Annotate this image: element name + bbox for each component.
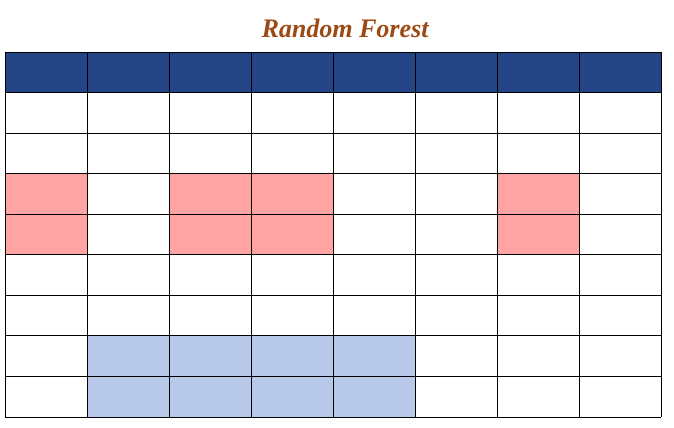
table-cell — [497, 92, 579, 134]
table-cell — [87, 295, 169, 336]
grid-line-horizontal — [5, 254, 661, 256]
table-cell — [497, 335, 579, 377]
grid-line-horizontal — [5, 173, 661, 175]
grid-line-vertical — [414, 52, 416, 417]
table-cell — [579, 173, 661, 215]
header-cell — [579, 52, 661, 93]
diagram-title: Random Forest — [261, 14, 429, 43]
table-cell — [415, 254, 497, 296]
table-cell — [333, 133, 415, 174]
grid-line-horizontal — [5, 335, 661, 337]
table-cell — [87, 214, 169, 255]
table-cell — [579, 133, 661, 174]
table-cell — [87, 254, 169, 296]
table-cell — [415, 295, 497, 336]
header-cell — [251, 52, 333, 93]
table-cell — [5, 335, 87, 377]
table-cell — [87, 92, 169, 134]
header-cell — [333, 52, 415, 93]
table-cell — [579, 92, 661, 134]
table-cell — [169, 254, 251, 296]
table-cell — [415, 92, 497, 134]
grid-line-horizontal — [5, 132, 661, 134]
grid-line-vertical — [86, 52, 88, 417]
grid-line-vertical — [4, 52, 6, 417]
grid-line-horizontal — [5, 416, 661, 418]
table-cell — [579, 295, 661, 336]
grid-line-horizontal — [5, 92, 661, 94]
table-cell — [251, 254, 333, 296]
table-cell — [251, 295, 333, 336]
data-table-grid — [4, 51, 662, 418]
grid-line-vertical — [168, 52, 170, 417]
table-cell — [333, 92, 415, 134]
header-cell — [87, 52, 169, 93]
grid-line-horizontal — [5, 213, 661, 215]
table-cell — [87, 133, 169, 174]
header-cell — [497, 52, 579, 93]
table-cell — [497, 295, 579, 336]
table-cell — [415, 214, 497, 255]
table-cell — [415, 173, 497, 215]
table-cell — [579, 254, 661, 296]
table-cell — [333, 295, 415, 336]
table-cell — [579, 214, 661, 255]
table-cell — [169, 295, 251, 336]
table-cell — [87, 173, 169, 215]
table-cell — [415, 335, 497, 377]
table-cell — [5, 254, 87, 296]
table-cell — [5, 376, 87, 417]
header-cell — [415, 52, 497, 93]
table-cell — [333, 173, 415, 215]
header-cell — [169, 52, 251, 93]
table-cell — [415, 133, 497, 174]
grid-line-vertical — [332, 52, 334, 417]
table-cell — [169, 133, 251, 174]
table-cell — [497, 133, 579, 174]
table-cell — [169, 92, 251, 134]
table-cell — [497, 376, 579, 417]
grid-line-vertical — [578, 52, 580, 417]
grid-line-vertical — [250, 52, 252, 417]
grid-line-horizontal — [5, 51, 661, 53]
table-cell — [333, 214, 415, 255]
grid-line-horizontal — [5, 294, 661, 296]
grid-line-horizontal — [5, 375, 661, 377]
table-cell — [415, 376, 497, 417]
header-cell — [5, 52, 87, 93]
grid-line-vertical — [496, 52, 498, 417]
table-cell — [251, 133, 333, 174]
table-cell — [579, 335, 661, 377]
table-cell — [5, 295, 87, 336]
table-cell — [579, 376, 661, 417]
table-cell — [251, 92, 333, 134]
table-cell — [5, 133, 87, 174]
table-cell — [497, 254, 579, 296]
table-cell — [333, 254, 415, 296]
table-cell — [5, 92, 87, 134]
grid-line-vertical — [660, 52, 662, 417]
